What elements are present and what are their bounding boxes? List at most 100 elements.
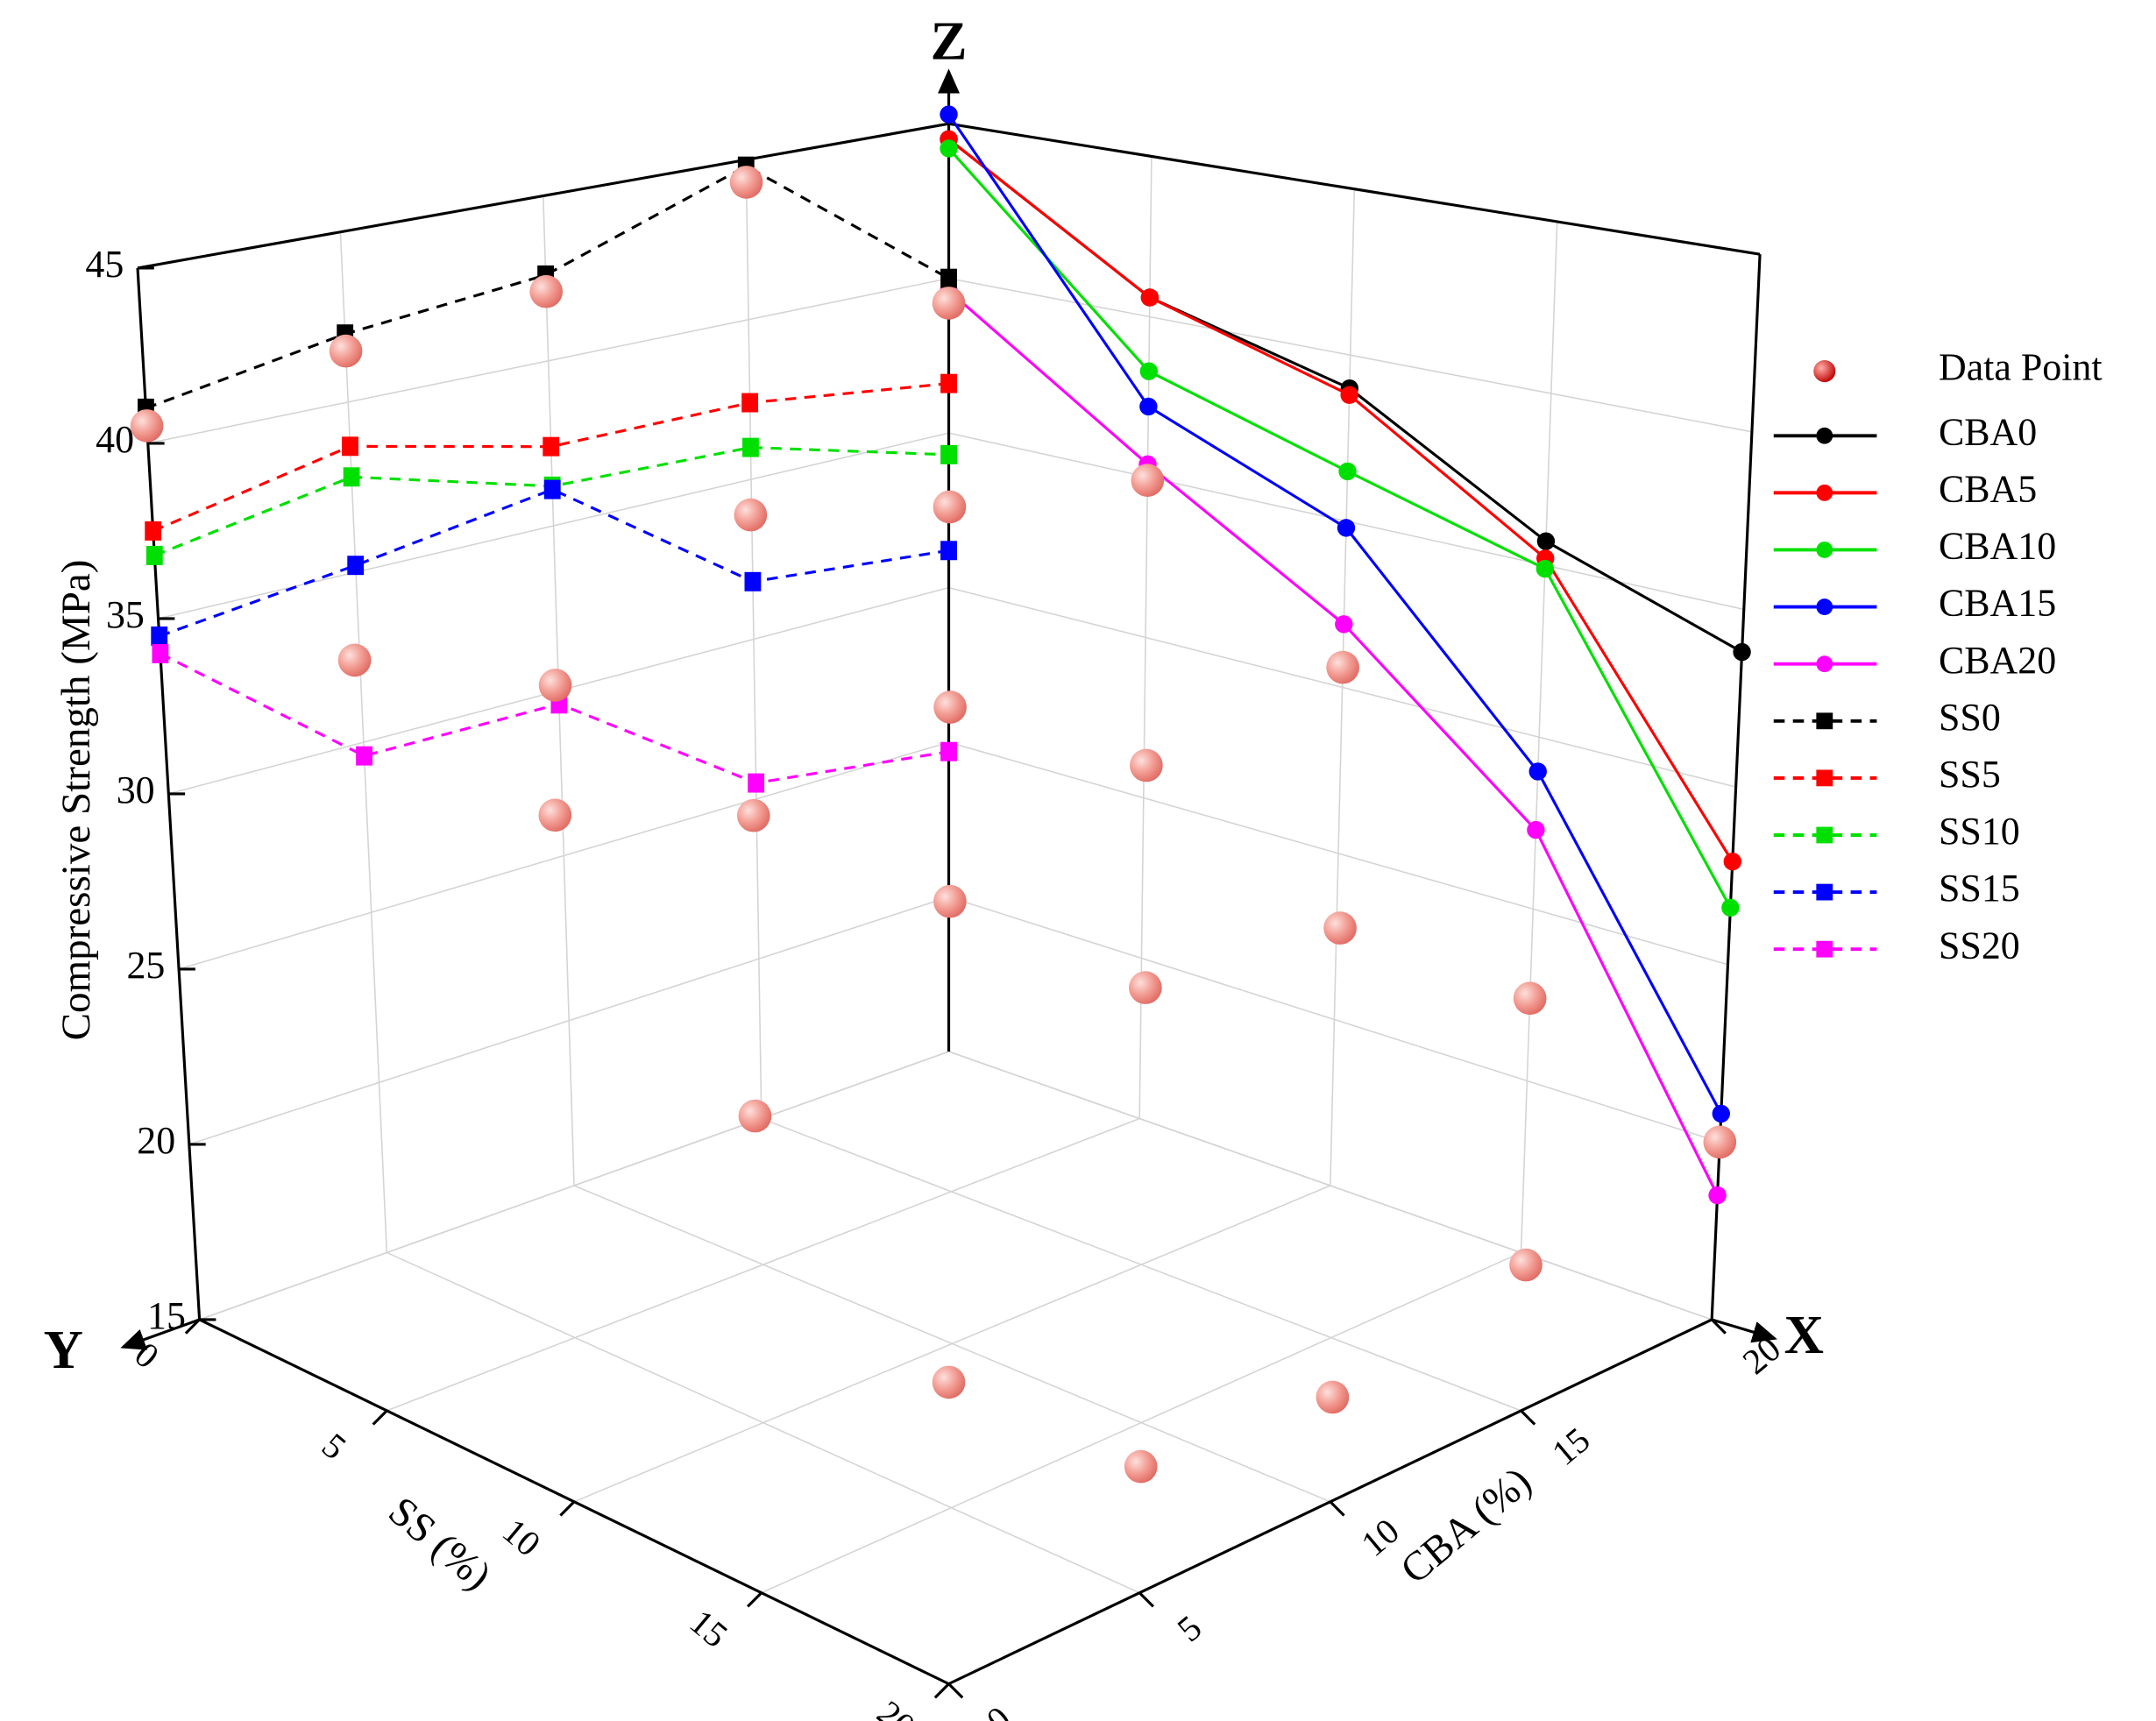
- legend-label: CBA10: [1939, 525, 2056, 568]
- series-marker: [1139, 397, 1158, 416]
- x-tick: [1329, 1500, 1345, 1517]
- legend-marker: [1816, 598, 1833, 615]
- x-axis-letter: X: [1784, 1304, 1824, 1365]
- data-point: [1131, 464, 1165, 497]
- y-axis-letter: Y: [44, 1319, 83, 1380]
- legend-label: Data Point: [1939, 346, 2103, 389]
- series-marker: [1733, 642, 1751, 662]
- grid-line: [1138, 156, 1152, 1119]
- data-point: [1323, 911, 1357, 945]
- data-point: [1130, 748, 1163, 783]
- legend-label: SS10: [1939, 810, 2020, 853]
- series-marker: [1139, 362, 1159, 380]
- series-marker: [1527, 820, 1545, 839]
- x-tick-label: 0: [979, 1699, 1018, 1721]
- y-tick: [933, 1682, 950, 1699]
- z-tick-label: 25: [126, 944, 165, 987]
- series-marker: [151, 626, 168, 646]
- series-marker: [543, 479, 561, 499]
- legend-marker: [1816, 484, 1833, 501]
- series-marker: [1708, 1186, 1727, 1205]
- data-point: [1513, 981, 1547, 1016]
- legend-marker: [1816, 427, 1833, 444]
- box-edge: [137, 122, 949, 270]
- legend-marker: [1816, 769, 1833, 787]
- x-axis-arrow: [1711, 1318, 1777, 1343]
- z-axis-title: Compressive Strength (MPa): [53, 560, 99, 1041]
- grid-line: [745, 159, 762, 1119]
- series-marker: [1721, 898, 1740, 917]
- y-tick: [184, 1318, 201, 1335]
- x-tick: [1711, 1318, 1727, 1335]
- legend: Data Point CBA0 CBA5 CBA10 CBA15 CBA20 SS0 SS5 S…: [1773, 346, 2103, 967]
- x-tick-label: 15: [1544, 1420, 1597, 1473]
- legend-marker: [1816, 826, 1833, 844]
- y-tick-label: 15: [683, 1602, 735, 1655]
- legend-marker: [1813, 359, 1836, 383]
- series-marker: [1535, 559, 1555, 578]
- series-marker: [741, 393, 759, 413]
- series-marker: [940, 268, 957, 288]
- data-point: [933, 884, 967, 918]
- data-point: [130, 409, 164, 443]
- series-marker: [1536, 532, 1556, 550]
- z-tick-label: 20: [137, 1119, 175, 1162]
- series-marker: [1340, 386, 1358, 404]
- series-marker: [343, 467, 360, 487]
- data-point: [1316, 1380, 1350, 1414]
- legend-label: CBA15: [1939, 582, 2056, 625]
- data-point: [1129, 971, 1162, 1004]
- legend-label: CBA5: [1939, 467, 2037, 510]
- series-marker: [1712, 1104, 1730, 1123]
- y-tick-label: 5: [315, 1426, 354, 1468]
- legend-label: CBA20: [1939, 639, 2056, 682]
- series-marker: [940, 541, 957, 561]
- data-point: [538, 669, 572, 702]
- series-marker: [1337, 519, 1356, 537]
- series-marker: [1723, 852, 1741, 871]
- data-point: [538, 798, 572, 832]
- series-marker: [543, 436, 560, 457]
- x-tick-label: 5: [1170, 1608, 1209, 1650]
- y-axis-arrow: [120, 1318, 201, 1350]
- marks: [130, 105, 1751, 1484]
- x-tick: [1138, 1591, 1154, 1608]
- series-marker: [1528, 762, 1547, 781]
- z-tick-label: 30: [117, 768, 155, 811]
- series-marker: [940, 139, 958, 158]
- series-marker: [152, 643, 169, 663]
- series-marker: [145, 521, 162, 541]
- series-marker: [342, 436, 358, 457]
- legend-label: CBA0: [1939, 410, 2037, 453]
- grid-line: [761, 1251, 1521, 1594]
- y-tick-label: 10: [495, 1511, 548, 1564]
- legend-label: SS0: [1939, 696, 2001, 739]
- data-point: [1703, 1125, 1737, 1159]
- grid-line: [573, 1185, 1331, 1503]
- series-marker: [1335, 615, 1353, 634]
- data-point: [529, 274, 564, 308]
- z-tick-label: 40: [96, 418, 134, 461]
- series-marker: [940, 105, 958, 124]
- z-tick-label: 45: [85, 243, 124, 286]
- legend-marker: [1816, 542, 1833, 558]
- legend-label: SS5: [1939, 753, 2001, 796]
- series-marker: [748, 773, 765, 793]
- y-tick: [747, 1591, 762, 1608]
- grid-line: [339, 231, 388, 1253]
- series-marker: [940, 373, 957, 393]
- x-tick-label: 20: [1735, 1328, 1788, 1382]
- grid-line: [1330, 188, 1356, 1186]
- z-axis-letter: Z: [931, 11, 968, 72]
- grid-line: [199, 1051, 949, 1321]
- box-edge: [948, 122, 1761, 256]
- y-tick-label: 20: [869, 1693, 922, 1721]
- data-point: [1326, 650, 1359, 684]
- data-point: [736, 798, 770, 832]
- series-marker: [145, 545, 163, 565]
- data-point: [738, 1099, 772, 1133]
- data-point: [933, 691, 967, 724]
- data-point: [1124, 1449, 1158, 1484]
- legend-marker: [1816, 712, 1833, 730]
